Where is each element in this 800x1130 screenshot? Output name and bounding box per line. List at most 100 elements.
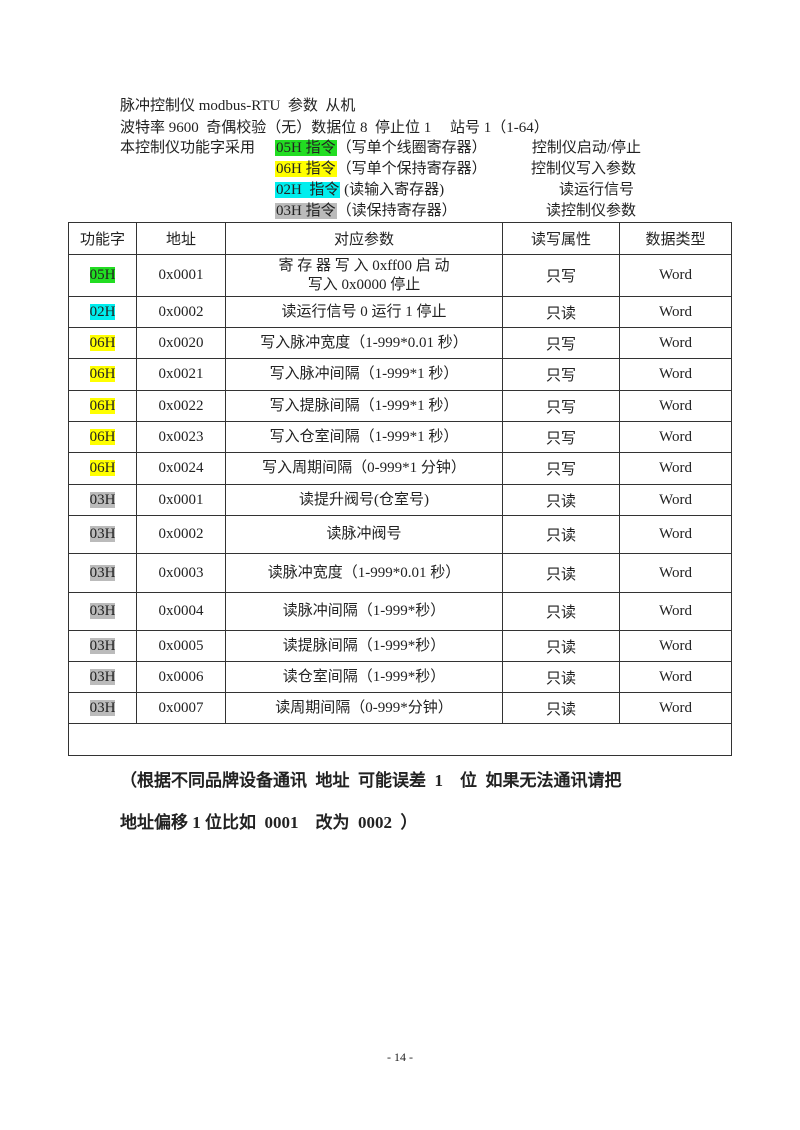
command-purpose: 读控制仪参数 — [545, 203, 636, 219]
header-function-code: 功能字 — [68, 222, 137, 255]
function-code-cell: 06H — [68, 358, 137, 391]
note-line-1: （根据不同品牌设备通讯 地址 可能误差 1 位 如果无法通讯请把 — [120, 771, 622, 790]
table-row: 03H 0x0007 读周期间隔（0-999*分钟） 只读 Word — [68, 692, 732, 724]
parameter-text: 读仓室间隔（1-999*秒） — [282, 668, 446, 685]
data-type-cell: Word — [619, 692, 732, 724]
address-cell: 0x0001 — [136, 254, 226, 297]
data-type-cell: Word — [619, 661, 732, 693]
command-desc: （写单个保持寄存器） — [336, 161, 487, 177]
address-cell: 0x0001 — [136, 484, 226, 516]
address-cell: 0x0003 — [136, 553, 226, 593]
table-row: 03H 0x0002 读脉冲阀号 只读 Word — [68, 515, 732, 554]
function-code-cell: 06H — [68, 452, 137, 485]
table-row: 06H 0x0022 写入提脉间隔（1-999*1 秒） 只写 Word — [68, 390, 732, 422]
command-code: 05H 指令 — [275, 140, 337, 156]
parameter-text: 寄 存 器 写 入 0xff00 启 动 — [278, 257, 450, 274]
function-code-badge: 03H — [89, 668, 116, 685]
command-line: 03H 指令（读保持寄存器） — [275, 201, 457, 221]
parameter-cell: 写入脉冲间隔（1-999*1 秒） — [225, 358, 503, 391]
parameter-cell: 读提升阀号(仓室号) — [225, 484, 503, 516]
data-type-cell: Word — [619, 390, 732, 422]
parameter-text: 读运行信号 0 运行 1 停止 — [281, 303, 447, 320]
address-cell: 0x0024 — [136, 452, 226, 485]
address-cell: 0x0002 — [136, 515, 226, 554]
parameter-cell: 写入仓室间隔（1-999*1 秒） — [225, 421, 503, 453]
parameter-cell: 寄 存 器 写 入 0xff00 启 动写入 0x0000 停止 — [225, 254, 503, 297]
parameter-cell: 读周期间隔（0-999*分钟） — [225, 692, 503, 724]
address-cell: 0x0021 — [136, 358, 226, 391]
function-code-cell: 06H — [68, 421, 137, 453]
function-code-badge: 06H — [89, 334, 116, 351]
table-row: 05H 0x0001 寄 存 器 写 入 0xff00 启 动写入 0x0000… — [68, 254, 732, 297]
function-code-badge: 03H — [89, 603, 116, 619]
command-purpose: 控制仪写入参数 — [530, 161, 636, 177]
table-row: 06H 0x0021 写入脉冲间隔（1-999*1 秒） 只写 Word — [68, 358, 732, 391]
rw-cell: 只读 — [502, 484, 620, 516]
data-type-cell: Word — [619, 327, 732, 359]
data-type-cell: Word — [619, 484, 732, 516]
title-line: 脉冲控制仪 modbus-RTU 参数 从机 — [120, 98, 356, 114]
parameter-cell: 写入提脉间隔（1-999*1 秒） — [225, 390, 503, 422]
command-code: 03H 指令 — [275, 203, 337, 219]
data-type-cell: Word — [619, 421, 732, 453]
parameter-text: 读提升阀号(仓室号) — [299, 491, 429, 508]
parameter-text: 写入提脉间隔（1-999*1 秒） — [269, 397, 459, 414]
command-desc: （写单个线圈寄存器） — [336, 140, 487, 156]
header-rw: 读写属性 — [502, 222, 620, 255]
table-row: 03H 0x0004 读脉冲间隔（1-999*秒） 只读 Word — [68, 592, 732, 631]
parameter-text: 读脉冲阀号 — [326, 526, 402, 542]
command-desc: （读保持寄存器） — [336, 203, 457, 219]
table-row: 03H 0x0003 读脉冲宽度（1-999*0.01 秒） 只读 Word — [68, 553, 732, 593]
function-code-badge: 03H — [89, 491, 116, 508]
parameter-text: 读提脉间隔（1-999*秒） — [282, 637, 446, 654]
parameter-text: 写入脉冲宽度（1-999*0.01 秒） — [260, 334, 468, 351]
function-code-cell: 03H — [68, 692, 137, 724]
page-number: - 14 - — [387, 1050, 413, 1064]
parameter-text: 读周期间隔（0-999*分钟） — [275, 699, 453, 716]
parameter-cell: 读脉冲间隔（1-999*秒） — [225, 592, 503, 631]
function-code-label: 本控制仪功能字采用 — [120, 140, 256, 156]
function-code-badge: 03H — [89, 526, 116, 542]
rw-cell: 只写 — [502, 327, 620, 359]
address-cell: 0x0022 — [136, 390, 226, 422]
table-row: 03H 0x0006 读仓室间隔（1-999*秒） 只读 Word — [68, 661, 732, 693]
parameter-text: 写入仓室间隔（1-999*1 秒） — [269, 428, 459, 445]
function-code-cell: 02H — [68, 296, 137, 328]
empty-cell — [68, 723, 732, 756]
command-desc: (读输入寄存器) — [340, 182, 445, 198]
parameter-line-2: 写入 0x0000 停止 — [307, 276, 421, 293]
command-purpose: 读运行信号 — [558, 182, 634, 198]
data-type-cell: Word — [619, 358, 732, 391]
function-code-cell: 06H — [68, 390, 137, 422]
table-row: 03H 0x0001 读提升阀号(仓室号) 只读 Word — [68, 484, 732, 516]
function-code-cell: 03H — [68, 484, 137, 516]
address-cell: 0x0006 — [136, 661, 226, 693]
function-code-badge: 03H — [89, 637, 116, 654]
parameter-cell: 读仓室间隔（1-999*秒） — [225, 661, 503, 693]
rw-cell: 只写 — [502, 390, 620, 422]
function-code-badge: 06H — [89, 366, 116, 382]
address-cell: 0x0020 — [136, 327, 226, 359]
command-code: 02H 指令 — [275, 182, 341, 198]
table-row: 06H 0x0024 写入周期间隔（0-999*1 分钟） 只写 Word — [68, 452, 732, 485]
rw-cell: 只写 — [502, 452, 620, 485]
header-data-type: 数据类型 — [619, 222, 732, 255]
parameter-text: 写入周期间隔（0-999*1 分钟） — [262, 460, 466, 476]
function-code-badge: 03H — [89, 699, 116, 716]
data-type-cell: Word — [619, 630, 732, 662]
function-code-cell: 06H — [68, 327, 137, 359]
rw-cell: 只读 — [502, 692, 620, 724]
rw-cell: 只读 — [502, 661, 620, 693]
data-type-cell: Word — [619, 254, 732, 297]
table-row: 02H 0x0002 读运行信号 0 运行 1 停止 只读 Word — [68, 296, 732, 328]
data-type-cell: Word — [619, 592, 732, 631]
parameter-cell: 读提脉间隔（1-999*秒） — [225, 630, 503, 662]
data-type-cell: Word — [619, 553, 732, 593]
register-table: 功能字 地址 对应参数 读写属性 数据类型 05H 0x0001 寄 存 器 写… — [68, 222, 732, 756]
command-line: 05H 指令（写单个线圈寄存器） — [275, 138, 487, 158]
function-code-badge: 03H — [89, 564, 116, 581]
function-code-badge: 02H — [89, 303, 116, 320]
data-type-cell: Word — [619, 515, 732, 554]
address-cell: 0x0002 — [136, 296, 226, 328]
command-code: 06H 指令 — [275, 161, 337, 177]
